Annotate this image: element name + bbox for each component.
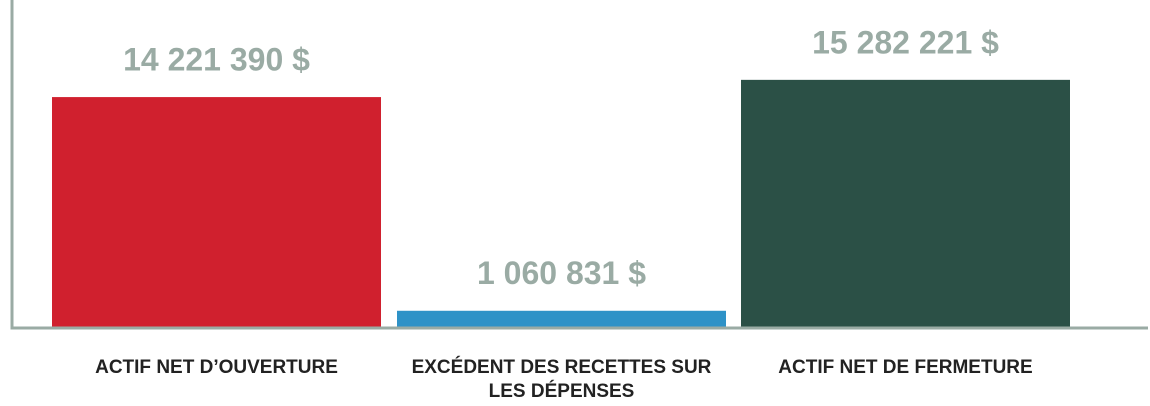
bar: [52, 97, 381, 328]
value-label: 14 221 390 $: [123, 42, 310, 78]
value-label: 15 282 221 $: [812, 24, 999, 60]
category-label: ACTIF NET DE FERMETURE: [778, 357, 1033, 378]
value-label: 1 060 831 $: [477, 255, 646, 291]
bar: [397, 310, 726, 328]
category-label: EXCÉDENT DES RECETTES SUR LES DÉPENSES: [411, 357, 712, 402]
bar: [741, 79, 1070, 328]
category-label: ACTIF NET D’OUVERTURE: [95, 357, 338, 378]
